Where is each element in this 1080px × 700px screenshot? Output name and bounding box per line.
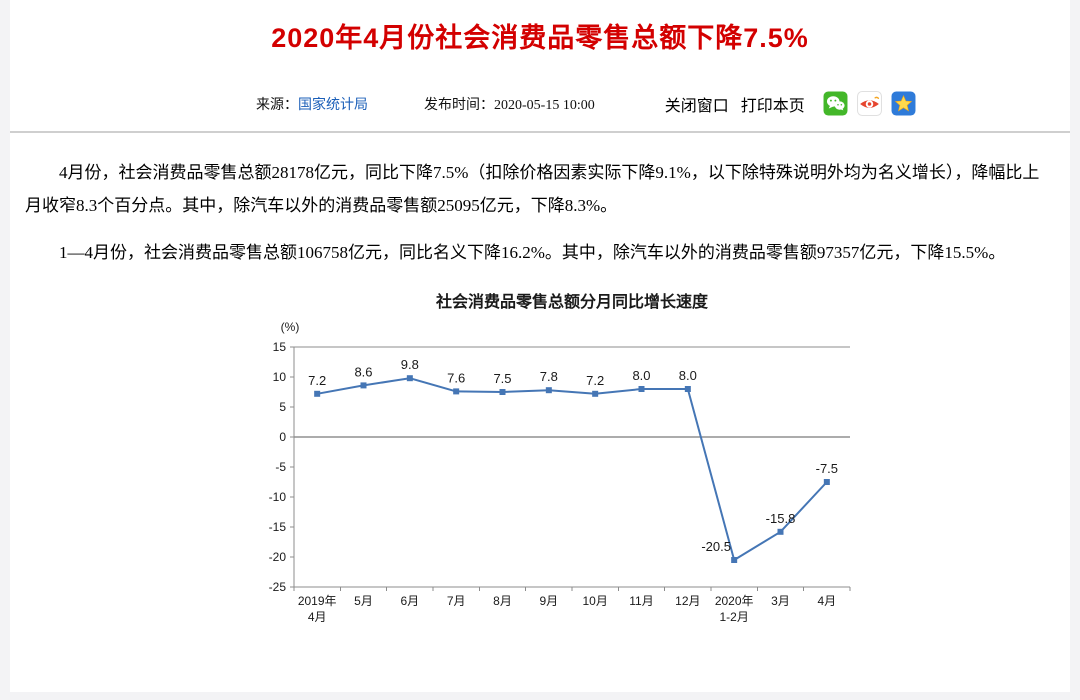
article-meta-bar: 来源：国家统计局 发布时间：2020-05-15 10:00 关闭窗口 打印本页 [256,91,1070,116]
share-icons [823,91,916,116]
svg-text:7.8: 7.8 [540,369,558,384]
source-label: 来源： [256,97,298,113]
paragraph: 1—4月份，社会消费品零售总额106758亿元，同比名义下降16.2%。其中，除… [59,243,1006,263]
svg-text:-20.5: -20.5 [701,539,731,554]
svg-text:-7.5: -7.5 [816,461,838,476]
svg-text:9月: 9月 [539,594,558,608]
publish-value: 2020-05-15 10:00 [494,97,595,113]
article-body: 4月份，社会消费品零售总额28178亿元，同比下降7.5%（扣除价格因素实际下降… [10,133,1070,270]
svg-text:3月: 3月 [771,594,790,608]
source: 来源：国家统计局 [256,94,368,114]
publish-time: 发布时间：2020-05-15 10:00 [424,94,595,114]
svg-text:7月: 7月 [447,594,466,608]
svg-text:0: 0 [279,430,286,444]
window-actions: 关闭窗口 打印本页 [665,92,805,116]
close-window-button[interactable]: 关闭窗口 [664,97,729,115]
svg-text:5: 5 [279,400,286,414]
svg-text:5月: 5月 [354,594,373,608]
paragraph: 4月份，社会消费品零售总额28178亿元，同比下降7.5%（扣除价格因素实际下降… [25,163,1040,215]
article-page: 2020年4月份社会消费品零售总额下降7.5% 来源：国家统计局 发布时间：20… [10,0,1070,692]
weibo-share-icon[interactable] [856,91,882,116]
publish-label: 发布时间： [424,97,494,113]
svg-text:4月: 4月 [817,594,836,608]
svg-text:10月: 10月 [582,594,607,608]
svg-text:(%): (%) [281,320,300,334]
svg-text:6月: 6月 [400,594,419,608]
svg-text:8.0: 8.0 [679,368,697,383]
svg-text:7.2: 7.2 [586,373,604,388]
svg-text:-5: -5 [275,460,286,474]
svg-text:-10: -10 [269,490,287,504]
svg-text:7.2: 7.2 [308,373,326,388]
svg-text:-15: -15 [269,520,287,534]
svg-text:4月: 4月 [308,610,327,624]
svg-text:2020年: 2020年 [715,594,754,608]
wechat-share-icon[interactable] [823,91,848,116]
favorite-share-icon[interactable] [891,91,916,116]
svg-text:1-2月: 1-2月 [719,610,748,624]
retail-sales-growth-chart: 社会消费品零售总额分月同比增长速度 (%) 15 10 5 0 -5 -10 -15 -20 -25… [242,285,1070,629]
svg-text:9.8: 9.8 [401,357,419,372]
svg-text:8月: 8月 [493,594,512,608]
source-link[interactable]: 国家统计局 [298,97,368,113]
svg-text:8.0: 8.0 [632,368,650,383]
svg-text:12月: 12月 [675,594,700,608]
svg-text:10: 10 [273,370,287,384]
svg-text:2019年: 2019年 [298,594,337,608]
page-title: 2020年4月份社会消费品零售总额下降7.5% [271,23,809,53]
svg-text:15: 15 [273,340,287,354]
header-divider [10,131,1070,133]
svg-text:11月: 11月 [629,594,653,608]
svg-text:7.6: 7.6 [447,370,465,385]
print-page-button[interactable]: 打印本页 [740,97,805,115]
svg-text:7.5: 7.5 [493,371,511,386]
svg-text:-25: -25 [269,580,287,594]
svg-text:8.6: 8.6 [354,364,372,379]
svg-text:-15.8: -15.8 [766,511,796,526]
svg-text:社会消费品零售总额分月同比增长速度: 社会消费品零售总额分月同比增长速度 [435,292,709,311]
line-chart-canvas: 社会消费品零售总额分月同比增长速度 (%) 15 10 5 0 -5 -10 -15 -20 -25… [269,292,851,624]
svg-text:-20: -20 [269,550,287,564]
